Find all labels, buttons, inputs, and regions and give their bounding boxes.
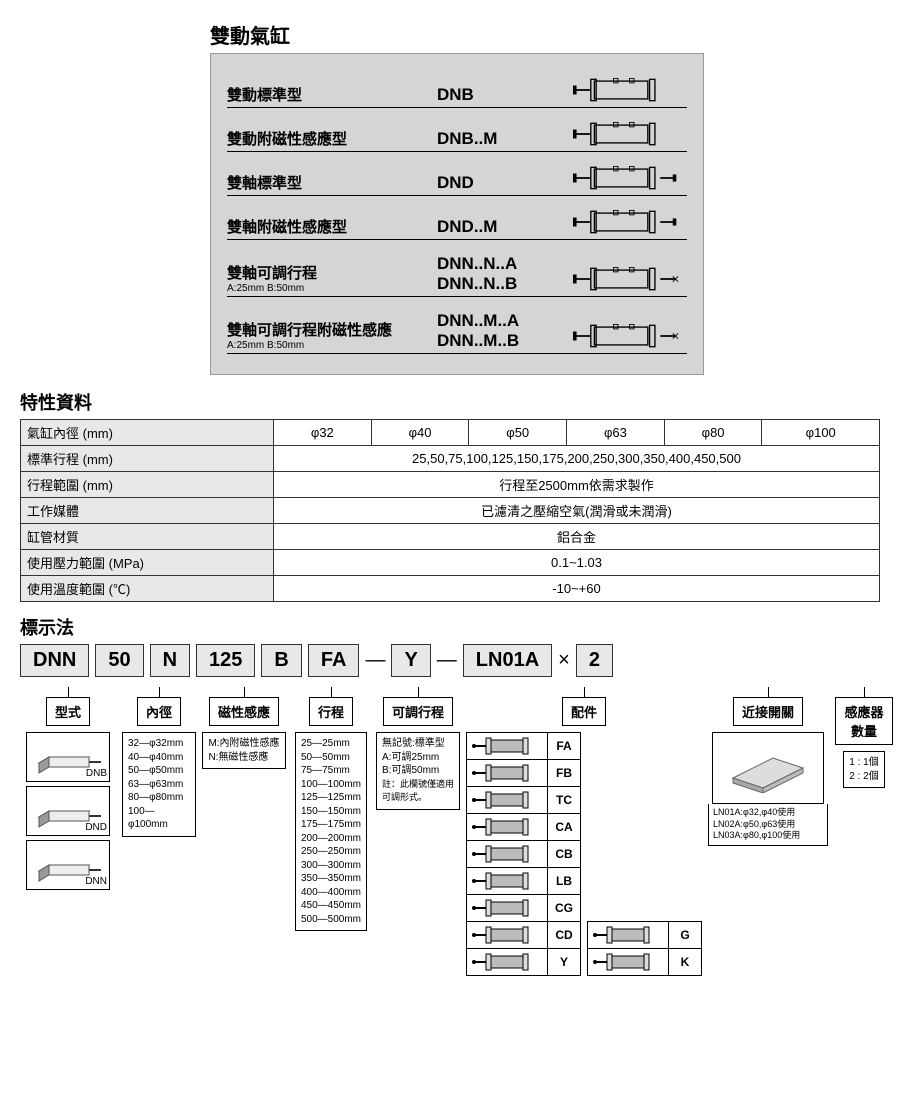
- type-code: DNB: [437, 85, 567, 105]
- code-box: 50: [95, 644, 143, 677]
- spec-label: 行程範圍 (mm): [21, 472, 274, 498]
- magnetic-list: M:內附磁性感應N:無磁性感應: [202, 732, 285, 769]
- accessory-row: FA: [466, 732, 581, 760]
- type-diagram: [567, 210, 687, 237]
- spec-value: 行程至2500mm依需求製作: [274, 472, 880, 498]
- code-box: DNN: [20, 644, 89, 677]
- code-box: 2: [576, 644, 613, 677]
- spec-cell: φ80: [664, 420, 762, 446]
- type-code: DND: [437, 173, 567, 193]
- code-row: DNN50N125BFA—Y—LN01A×2: [20, 644, 900, 677]
- type-code: DNN..M..ADNN..M..B: [437, 311, 567, 351]
- code-box: N: [150, 644, 190, 677]
- accessory-row: Y: [466, 949, 581, 976]
- code-box: LN01A: [463, 644, 552, 677]
- spec-value: 鋁合金: [274, 524, 880, 550]
- col-header: 磁性感應: [209, 697, 279, 726]
- type-code: DNN..N..ADNN..N..B: [437, 254, 567, 294]
- col-header: 內徑: [137, 697, 181, 726]
- spec-cell: φ40: [371, 420, 469, 446]
- type-panel: 雙動標準型 DNB 雙動附磁性感應型 DNB..M 雙軸標準型 DND: [210, 53, 704, 375]
- col-header: 感應器數量: [835, 697, 892, 745]
- accessory-row: LB: [466, 868, 581, 895]
- type-diagram: [567, 78, 687, 105]
- qty-list: 1 : 1個2 : 2個: [843, 751, 884, 788]
- code-box: 125: [196, 644, 255, 677]
- model-thumb: DNN: [26, 840, 110, 890]
- col-header: 行程: [309, 697, 353, 726]
- spec-label: 缸管材質: [21, 524, 274, 550]
- spec-cell: φ63: [567, 420, 665, 446]
- type-name: 雙軸附磁性感應型: [227, 216, 437, 237]
- spec-label: 標準行程 (mm): [21, 446, 274, 472]
- bore-list: 32—φ32mm40—φ40mm50—φ50mm63—φ63mm80—φ80mm…: [122, 732, 196, 837]
- type-diagram: [567, 166, 687, 193]
- switch-image: [712, 732, 824, 804]
- specs-table: 氣缸內徑 (mm)φ32φ40φ50φ63φ80φ100 標準行程 (mm)25,…: [20, 419, 880, 602]
- specs-title: 特性資料: [20, 389, 900, 415]
- accessory-row: CG: [466, 895, 581, 922]
- main-title: 雙動氣缸: [210, 20, 900, 49]
- spec-cell: φ50: [469, 420, 567, 446]
- model-thumb: DNB: [26, 732, 110, 782]
- spec-value: 25,50,75,100,125,150,175,200,250,300,350…: [274, 446, 880, 472]
- spec-label: 使用溫度範圍 (℃): [21, 576, 274, 602]
- type-name: 雙動附磁性感應型: [227, 128, 437, 149]
- code-box: Y: [391, 644, 430, 677]
- spec-cell: φ32: [274, 420, 372, 446]
- col-header: 型式: [46, 697, 90, 726]
- spec-label: 工作媒體: [21, 498, 274, 524]
- model-thumb: DND: [26, 786, 110, 836]
- notation-tree: 型式 DNB DND: [20, 687, 900, 976]
- type-diagram: [567, 324, 687, 351]
- spec-cell: φ100: [762, 420, 880, 446]
- accessory-row: G: [587, 921, 702, 949]
- type-code: DNB..M: [437, 129, 567, 149]
- type-diagram: [567, 267, 687, 294]
- code-box: FA: [308, 644, 360, 677]
- spec-value: 已濾清之壓縮空氣(潤滑或未潤滑): [274, 498, 880, 524]
- code-separator: ×: [558, 649, 570, 672]
- type-name: 雙軸標準型: [227, 172, 437, 193]
- col-header: 配件: [562, 697, 606, 726]
- type-name: 雙動標準型: [227, 84, 437, 105]
- accessory-row: CD: [466, 922, 581, 949]
- type-name: 雙軸可調行程A:25mm B:50mm: [227, 262, 437, 294]
- accessory-row: CA: [466, 814, 581, 841]
- type-diagram: [567, 122, 687, 149]
- col-header: 近接開關: [733, 697, 803, 726]
- code-separator: —: [365, 649, 385, 672]
- accessory-row: FB: [466, 760, 581, 787]
- code-box: B: [261, 644, 301, 677]
- code-separator: —: [437, 649, 457, 672]
- notation-title: 標示法: [20, 614, 900, 640]
- switch-info: LN01A:φ32,φ40使用LN02A:φ50,φ63使用LN03A:φ80,…: [708, 804, 828, 846]
- stroke-list: 25—25mm50—50mm75—75mm100—100mm125—125mm1…: [295, 732, 367, 931]
- accessory-row: K: [587, 949, 702, 976]
- accessory-row: CB: [466, 841, 581, 868]
- col-header: 可調行程: [383, 697, 453, 726]
- adjust-list: 無記號:標準型A:可調25mmB:可調50mm註：此欄號僅適用可調形式。: [376, 732, 460, 810]
- spec-label: 使用壓力範圍 (MPa): [21, 550, 274, 576]
- spec-value: -10~+60: [274, 576, 880, 602]
- spec-value: 0.1~1.03: [274, 550, 880, 576]
- spec-label: 氣缸內徑 (mm): [21, 420, 274, 446]
- accessory-row: TC: [466, 787, 581, 814]
- type-code: DND..M: [437, 217, 567, 237]
- type-name: 雙軸可調行程附磁性感應A:25mm B:50mm: [227, 319, 437, 351]
